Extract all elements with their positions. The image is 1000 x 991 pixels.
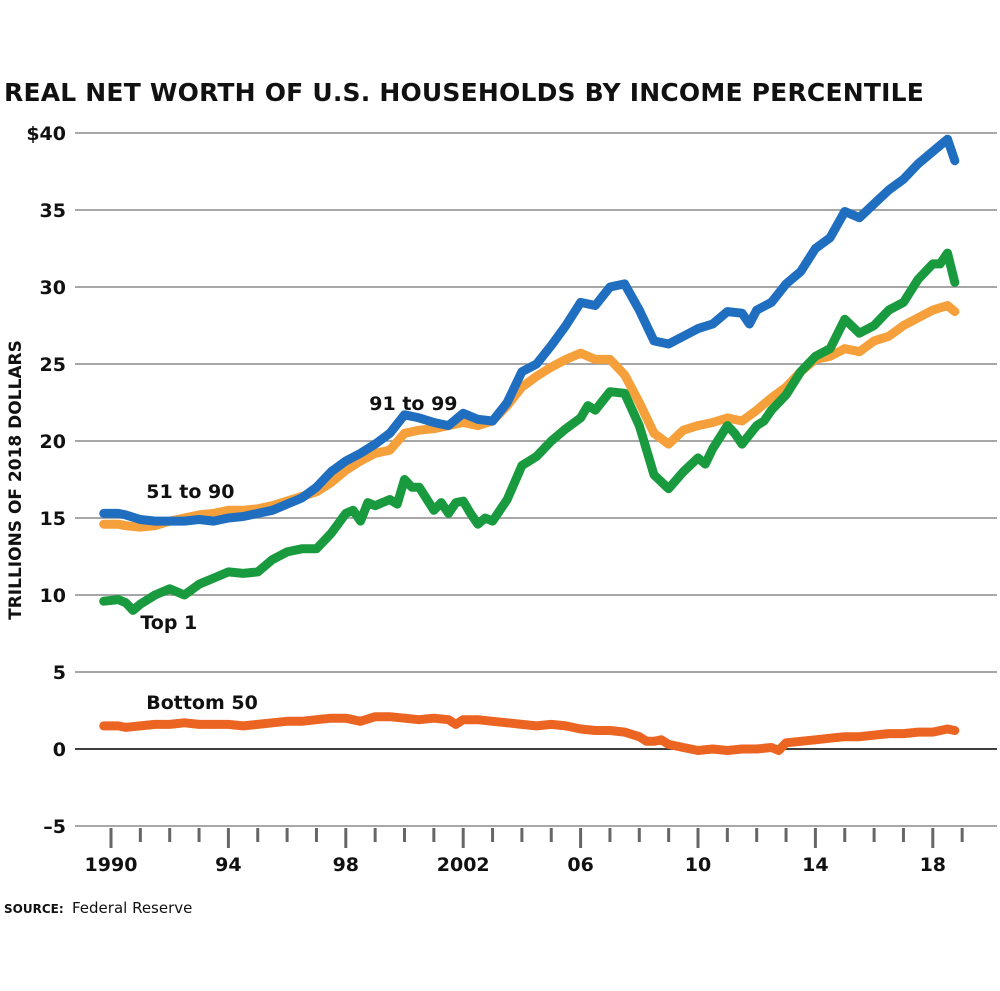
x-axis-ticks: 1990 94 98 2002 06 10 14 18 — [85, 828, 964, 876]
x-tick-label: 2002 — [437, 854, 490, 876]
y-axis-ticks: $40 35 30 25 20 15 10 5 0 –5 — [26, 123, 66, 838]
y-tick-label: 5 — [53, 662, 66, 684]
x-tick-label: 94 — [215, 854, 241, 876]
x-tick-label: 18 — [920, 854, 946, 876]
y-axis-label: TRILLIONS OF 2018 DOLLARS — [6, 340, 26, 620]
x-tick-label: 10 — [685, 854, 711, 876]
series-line-91-to-99 — [99, 134, 960, 526]
series-label-51-to-90: 51 to 90 — [146, 481, 234, 503]
y-tick-label: 15 — [40, 508, 66, 530]
series-labels: Bottom 50 51 to 90 91 to 99 Top 1 — [140, 393, 457, 714]
x-tick-label: 98 — [333, 854, 359, 876]
y-tick-label: 0 — [53, 739, 66, 761]
x-tick-label: 06 — [567, 854, 593, 876]
y-tick-label: $40 — [26, 123, 66, 145]
series-label-bottom-50: Bottom 50 — [146, 692, 258, 714]
series-label-91-to-99: 91 to 99 — [369, 393, 457, 415]
y-tick-label: 35 — [40, 200, 66, 222]
source-note: SOURCE: Federal Reserve — [4, 899, 192, 917]
y-tick-label: 20 — [40, 431, 66, 453]
y-tick-label: 10 — [40, 585, 66, 607]
series-line-top-1 — [99, 248, 960, 615]
series-label-top-1: Top 1 — [140, 612, 197, 634]
series-line-bottom-50 — [99, 712, 960, 755]
source-key: SOURCE: — [4, 902, 64, 916]
y-tick-label: 30 — [40, 277, 66, 299]
y-tick-label: 25 — [40, 354, 66, 376]
chart-title: REAL NET WORTH OF U.S. HOUSEHOLDS BY INC… — [4, 78, 924, 107]
x-tick-label: 1990 — [85, 854, 138, 876]
x-tick-label: 14 — [802, 854, 828, 876]
y-tick-label: –5 — [43, 816, 66, 838]
series-lines — [99, 134, 960, 755]
source-value: Federal Reserve — [72, 899, 192, 917]
